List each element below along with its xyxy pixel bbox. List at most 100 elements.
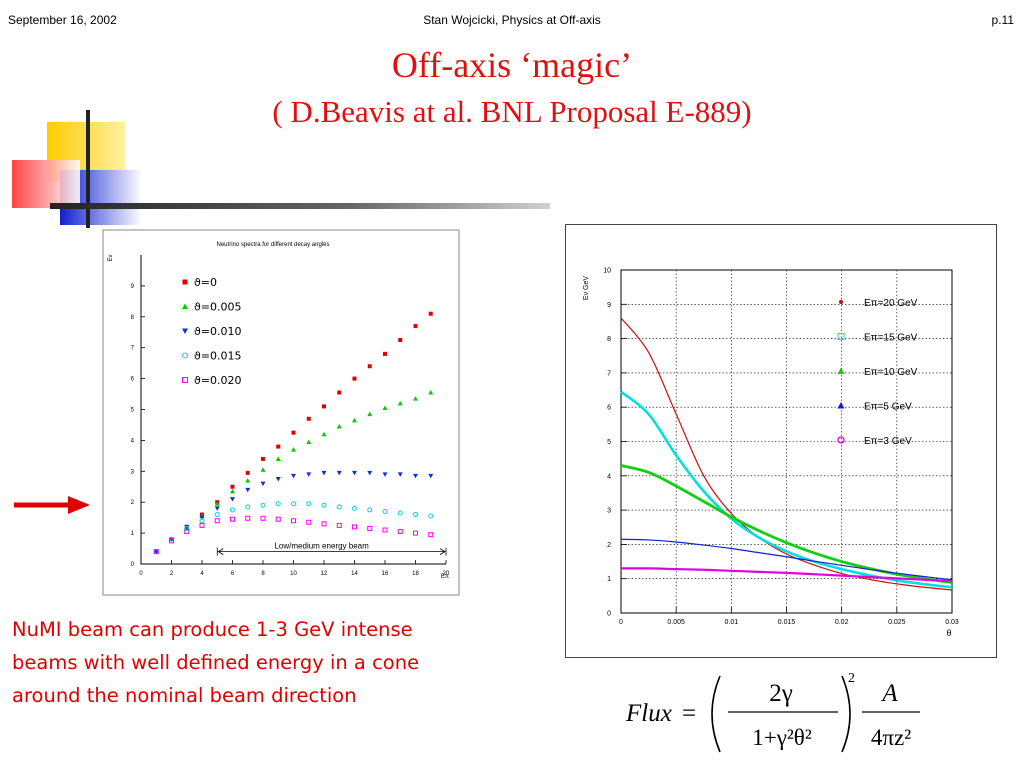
chart1-series-2-point bbox=[245, 487, 251, 493]
chart1-series-4-point bbox=[367, 525, 373, 531]
chart1-series-1-point bbox=[306, 439, 312, 444]
chart1-series-2-point bbox=[428, 473, 434, 479]
slide-title: Off-axis ‘magic’ bbox=[391, 45, 633, 85]
chart1-series-3-point bbox=[260, 502, 266, 508]
chart1-series-2-point bbox=[413, 473, 418, 479]
header-date: September 16, 2002 bbox=[8, 13, 117, 27]
right-arrow-icon bbox=[14, 496, 90, 514]
caption-line-1: NuMI beam can produce 1-3 GeV intense bbox=[12, 618, 413, 641]
chart1-series-1-point bbox=[352, 417, 357, 423]
chart1-series-1-point bbox=[336, 423, 342, 429]
chart1-series-3-point bbox=[275, 501, 281, 507]
chart1-series-1-point bbox=[367, 411, 373, 417]
caption: NuMI beam can produce 1-3 GeV intense be… bbox=[12, 613, 572, 712]
chart2-series-line-4 bbox=[620, 567, 953, 583]
chart1-ylabel: Eν bbox=[108, 254, 114, 261]
chart1-series-0-point bbox=[367, 364, 372, 369]
chart1-series-3-point bbox=[413, 512, 418, 518]
chart2-legend-marker-0 bbox=[838, 299, 844, 305]
chart1-series-2-point bbox=[291, 473, 296, 479]
chart1-x-tick-label: 20 bbox=[443, 571, 450, 577]
chart2-series-line-0 bbox=[620, 317, 953, 591]
chart1-x-tick-label: 6 bbox=[231, 571, 235, 577]
chart1-y-tick-label: 1 bbox=[131, 531, 135, 537]
chart1-series-1-point bbox=[397, 400, 403, 406]
chart2-x-tick-label: 0.02 bbox=[835, 619, 849, 626]
chart1-series-4-point bbox=[428, 532, 434, 538]
chart1-annotation-arrowhead-left bbox=[217, 548, 224, 555]
chart1-x-tick-label: 16 bbox=[382, 571, 389, 577]
chart1-series-4-point bbox=[169, 538, 174, 544]
chart1-series-4-point bbox=[291, 518, 296, 524]
chart2-series-line-1 bbox=[620, 390, 953, 589]
chart2-legend-label-2: Eπ=10 GeV bbox=[864, 367, 918, 378]
chart2-y-tick-label: 10 bbox=[603, 268, 611, 275]
chart1-series-1-point bbox=[321, 431, 327, 437]
chart1-series-0-point bbox=[383, 351, 387, 356]
formula-left-paren bbox=[711, 675, 721, 753]
chart2-x-tick-label: 0.01 bbox=[725, 619, 739, 626]
chart1-series-0-point bbox=[322, 404, 326, 409]
chart-neutrino-spectra: Neutrino spectra for different decay ang… bbox=[102, 229, 460, 596]
chart1-legend-label-4: ϑ=0.020 bbox=[194, 374, 242, 387]
chart1-xlabel: Eπ bbox=[441, 574, 449, 580]
chart1-series-3-point bbox=[306, 501, 312, 507]
chart1-series-3-point bbox=[336, 504, 342, 510]
formula-denominator-1: 1+γ²θ² bbox=[752, 725, 812, 750]
chart1-series-1-point bbox=[230, 488, 235, 494]
chart1-frame bbox=[102, 229, 460, 596]
formula-numerator-1: 2γ bbox=[769, 680, 793, 707]
slide-decoration bbox=[12, 110, 550, 228]
chart1-series-2-point bbox=[184, 524, 190, 530]
chart1-series-0-point bbox=[398, 337, 403, 342]
chart1-series-3-point bbox=[230, 507, 235, 513]
chart2-y-tick-label: 2 bbox=[607, 542, 611, 549]
chart2-x-tick-label: 0.005 bbox=[667, 619, 685, 626]
chart1-series-3-point bbox=[184, 525, 190, 531]
chart1-series-1-point bbox=[260, 467, 266, 472]
chart1-series-4-point bbox=[352, 524, 357, 530]
caption-line-3: around the nominal beam direction bbox=[12, 684, 357, 707]
chart1-series-4-point bbox=[336, 522, 342, 528]
chart1-series-3-point bbox=[321, 502, 327, 508]
chart2-y-tick-label: 1 bbox=[607, 576, 611, 583]
chart1-y-tick-label: 5 bbox=[131, 408, 135, 414]
chart2-legend-label-3: Eπ=5 GeV bbox=[864, 402, 912, 413]
chart1-series-0-point bbox=[413, 324, 418, 329]
chart1-series-2-point bbox=[199, 515, 205, 521]
chart2-xlabel: θ bbox=[946, 628, 951, 638]
chart-energy-vs-angle: Eν GeV θ 0 0.005 0.01 0.015 0.02 0.025 0.03 0 1 2… bbox=[565, 224, 997, 658]
decor-horizontal-bar bbox=[50, 203, 550, 209]
chart2-legend-label-1: Eπ=15 GeV bbox=[864, 333, 918, 344]
chart2-x-tick-label: 0.03 bbox=[945, 619, 959, 626]
chart2-x-tick-label: 0.015 bbox=[778, 619, 796, 626]
chart2-y-tick-label: 0 bbox=[607, 611, 611, 618]
chart1-y-tick-label: 9 bbox=[131, 284, 135, 290]
chart1-series-4-point bbox=[321, 521, 327, 527]
chart1-series-4-point bbox=[275, 516, 281, 522]
chart1-series-4-point bbox=[306, 519, 312, 525]
chart1-y-tick-label: 2 bbox=[131, 500, 135, 506]
chart1-series-4-point bbox=[397, 529, 403, 535]
chart2-legend-label-0: Eπ=20 GeV bbox=[864, 298, 918, 309]
chart1-series-0-point bbox=[230, 484, 235, 489]
chart1-series-1-point bbox=[413, 396, 418, 401]
chart1-series-2-point bbox=[321, 470, 327, 476]
caption-line-2: beams with well defined energy in a cone bbox=[12, 651, 420, 674]
chart1-series-0-point bbox=[428, 311, 433, 316]
chart1-series-1-point bbox=[428, 390, 434, 395]
chart1-y-tick-label: 6 bbox=[131, 377, 135, 383]
chart1-series-4-point bbox=[413, 530, 418, 536]
chart2-ylabel: Eν GeV bbox=[583, 276, 590, 300]
chart1-series-0-point bbox=[291, 430, 296, 435]
chart1-series-3-point bbox=[214, 512, 220, 518]
chart1-series-3-point bbox=[397, 510, 403, 516]
chart1-series-4-point bbox=[199, 522, 205, 528]
chart2-series-line-2 bbox=[620, 464, 953, 584]
chart1-x-tick-label: 2 bbox=[170, 571, 174, 577]
chart1-series-2-point bbox=[352, 470, 357, 476]
chart2-y-tick-label: 6 bbox=[607, 405, 611, 412]
chart1-series-1-point bbox=[245, 478, 251, 483]
header-page-number: p.11 bbox=[991, 13, 1014, 27]
chart1-y-tick-label: 7 bbox=[131, 346, 135, 352]
